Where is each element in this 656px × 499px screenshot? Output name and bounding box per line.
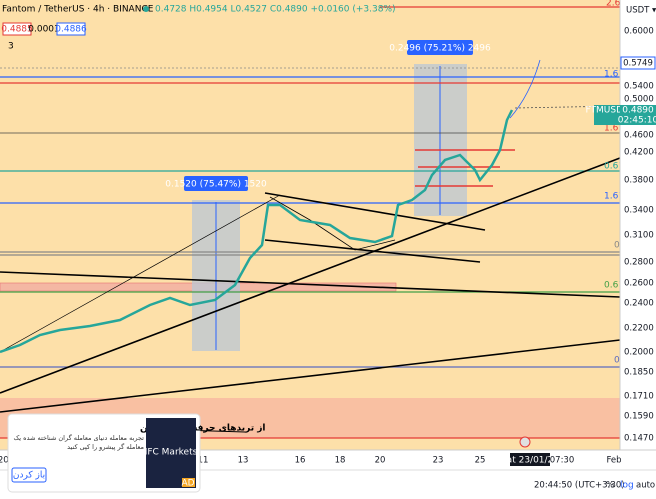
- ad-body-wrap: تجربه معامله دنیای معامله گران شناخته شد…: [13, 434, 144, 451]
- clock: 20:44:50 (UTC+3:30): [534, 481, 625, 491]
- cursor-time: 07:30: [550, 456, 575, 466]
- time-label: 25: [475, 456, 486, 466]
- trend-lines: [0, 59, 621, 433]
- price-label: 0.2200: [624, 324, 654, 334]
- percent-toggle[interactable]: %: [606, 481, 614, 491]
- ad-body: تجربه معامله دنیای معامله گران شناخته شد…: [13, 434, 144, 451]
- spread: 0.0001: [28, 25, 60, 35]
- fib-label: 0.618: [604, 281, 630, 291]
- fib-label: 0: [614, 356, 620, 366]
- time-label: 23: [433, 456, 444, 466]
- fib-label: 0: [614, 241, 620, 251]
- symbol-tag-box: [594, 105, 620, 125]
- line-tag-box: [620, 56, 656, 70]
- fib-label: 0.618: [604, 162, 630, 172]
- fib-label: 2.618: [606, 0, 632, 9]
- bid[interactable]: 0.4885: [1, 25, 33, 35]
- fib-label: 1.618: [604, 70, 630, 80]
- cursor-date-box: [510, 453, 550, 466]
- line-tag: 0.5749: [623, 59, 653, 69]
- time-label: 11: [198, 456, 209, 466]
- price-tag: 0.4890: [622, 106, 654, 116]
- chart-background: [0, 0, 620, 450]
- status-dot: [143, 6, 149, 12]
- price-path: [0, 109, 514, 354]
- price-label: 0.5400: [624, 82, 654, 92]
- indicator-count[interactable]: 3: [8, 42, 14, 52]
- auto-toggle[interactable]: auto: [636, 481, 655, 491]
- price-label: 0.4200: [624, 148, 654, 158]
- time-label: 16: [295, 456, 306, 466]
- time-label: 202: [0, 456, 14, 466]
- cursor-date: Sat 23/01/28: [501, 456, 559, 466]
- time-label: 18: [335, 456, 346, 466]
- price-label: 0.1470: [624, 434, 654, 444]
- symbol[interactable]: Fantom / TetherUS · 4h · BINANCE: [2, 5, 154, 15]
- price-label: 0.2800: [624, 258, 654, 268]
- price-tag-box: [620, 105, 656, 125]
- ad-image[interactable]: [146, 418, 196, 488]
- bid-box[interactable]: [2, 22, 32, 36]
- time-label: Feb: [606, 456, 621, 466]
- ask[interactable]: 0.4886: [55, 25, 87, 35]
- ad-button-label[interactable]: باز کردن: [13, 471, 45, 481]
- ad-button[interactable]: [11, 467, 47, 483]
- price-label: 0.2000: [624, 348, 654, 358]
- measure-label-bg: [184, 176, 248, 191]
- price-label: 0.2400: [624, 299, 654, 309]
- price-label: 0.4600: [624, 131, 654, 141]
- price-axis[interactable]: [620, 0, 656, 470]
- ad-title: از تریدهای حرفه ای کپی کن: [140, 424, 265, 434]
- event-flag[interactable]: [519, 436, 531, 448]
- measure-label: 0.2496 (75.21%) 2496: [389, 44, 491, 54]
- price-label: 0.3100: [624, 231, 654, 241]
- ad-badge: AD: [181, 479, 194, 489]
- time-label: 20: [375, 456, 386, 466]
- price-label: 0.1710: [624, 392, 654, 402]
- time-label: 13: [238, 456, 249, 466]
- price-label: 0.1850: [624, 368, 654, 378]
- countdown: 02:45:10: [618, 116, 656, 126]
- ask-box[interactable]: [56, 22, 86, 36]
- measure-label-bg: [407, 40, 473, 55]
- price-label: 0.6000: [624, 27, 654, 37]
- ad-brand: IFC Markets: [145, 448, 198, 458]
- price-label: 0.1590: [624, 412, 654, 422]
- ohlc: 0.4728 H0.4954 L0.4527 C0.4890 +0.0160 (…: [155, 5, 396, 15]
- fib-label: 1.618: [604, 192, 630, 202]
- fib-label: 1.618: [604, 124, 630, 134]
- log-toggle[interactable]: log: [620, 481, 634, 491]
- price-label: 0.2600: [624, 279, 654, 289]
- price-label: 0.3800: [624, 176, 654, 186]
- header-bg: [0, 0, 380, 16]
- symbol-tag: FTMUSDT: [585, 106, 629, 116]
- fib-labels: 2.618 1.618 1.618 0.618 1.618 0 0.618 0: [604, 0, 632, 366]
- price-labels: 0.6000 0.5400 0.5000 0.4600 0.4200 0.3800 0.34…: [624, 27, 654, 444]
- price-label: 0.3400: [624, 206, 654, 216]
- currency[interactable]: USDT ▾: [626, 6, 656, 16]
- measure-label: 0.1520 (75.47%) 1520: [165, 180, 267, 190]
- ad-badge-box: [182, 478, 195, 487]
- price-label: 0.5000: [624, 95, 654, 105]
- time-labels: 202 11 13 16 18 20 23 25 Feb: [0, 456, 622, 466]
